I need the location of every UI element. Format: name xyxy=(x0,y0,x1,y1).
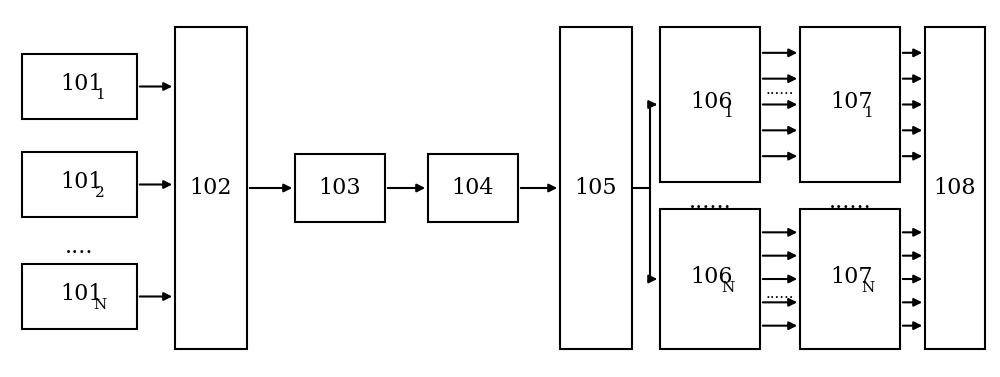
Bar xyxy=(22,54,137,119)
Text: 104: 104 xyxy=(452,177,494,199)
Bar xyxy=(428,154,518,222)
Text: 107: 107 xyxy=(831,92,873,113)
Text: 1: 1 xyxy=(863,106,873,120)
Text: 107: 107 xyxy=(831,266,873,288)
Bar xyxy=(560,27,632,349)
Bar xyxy=(660,27,760,182)
Text: 1: 1 xyxy=(95,88,105,102)
Bar xyxy=(925,27,985,349)
Bar xyxy=(22,264,137,329)
Text: 106: 106 xyxy=(691,266,733,288)
Text: 102: 102 xyxy=(190,177,232,199)
Text: N: N xyxy=(861,281,875,295)
Bar xyxy=(295,154,385,222)
Text: 106: 106 xyxy=(691,92,733,113)
Bar xyxy=(800,209,900,349)
Text: 101: 101 xyxy=(60,74,103,95)
Text: 101: 101 xyxy=(60,172,103,193)
Text: ......: ...... xyxy=(829,191,871,213)
Text: 103: 103 xyxy=(319,177,361,199)
Text: ......: ...... xyxy=(766,83,794,97)
Text: ....: .... xyxy=(65,236,93,258)
Bar xyxy=(22,152,137,217)
Text: 108: 108 xyxy=(934,177,976,199)
Text: 2: 2 xyxy=(95,186,105,200)
Text: N: N xyxy=(721,281,735,295)
Text: ......: ...... xyxy=(689,191,731,213)
Text: ......: ...... xyxy=(766,287,794,301)
Text: N: N xyxy=(94,298,107,312)
Bar xyxy=(800,27,900,182)
Text: 101: 101 xyxy=(60,284,103,305)
Text: 105: 105 xyxy=(575,177,617,199)
Text: 1: 1 xyxy=(723,106,733,120)
Bar xyxy=(175,27,247,349)
Bar xyxy=(660,209,760,349)
